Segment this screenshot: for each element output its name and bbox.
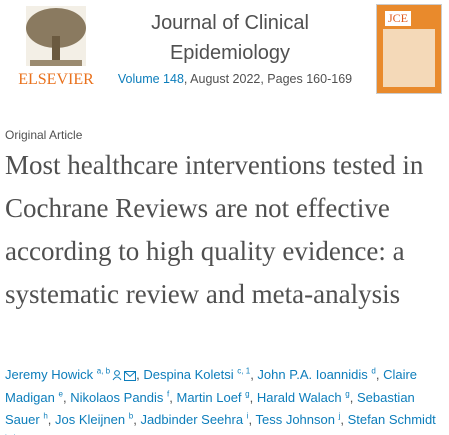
cover-label: JCE [385,11,412,26]
affiliation-ref[interactable]: b [128,411,134,421]
author-name[interactable]: Jos Kleijnen [55,411,126,427]
publisher-name: ELSEVIER [18,71,94,88]
affiliation-ref[interactable]: h [43,411,48,421]
author-name[interactable]: Despina Koletsi [143,367,234,383]
author: Jos Kleijnen b [55,412,140,427]
author-name[interactable]: Sebastian Sauer [5,389,415,427]
author: Stefan Schmidt k, l [5,412,436,435]
affiliation-ref[interactable]: g [245,389,250,399]
affiliation-ref[interactable]: k, l [5,434,15,435]
author-name[interactable]: Harald Walach [256,389,342,405]
author-name[interactable]: Jeremy Howick [5,367,94,383]
affiliation-ref[interactable]: g [345,389,350,399]
article-type: Original Article [5,128,83,142]
author-name[interactable]: Stefan Schmidt [347,411,436,427]
author-list: Jeremy Howick a, bDespina Koletsi c, 1Jo… [5,362,445,435]
affiliation-ref[interactable]: j [338,411,341,421]
person-icon[interactable] [112,370,122,381]
author-name[interactable]: Nikolaos Pandis [70,389,164,405]
affiliation-ref[interactable]: c, 1 [237,367,251,376]
author: Nikolaos Pandis f [70,389,176,405]
author: John P.A. Ioannidis d [257,367,383,382]
author: Tess Johnson j [255,412,347,427]
author: Martin Loef g [176,389,257,405]
affiliation-ref[interactable]: f [167,389,170,399]
author-name[interactable]: John P.A. Ioannidis [257,367,368,383]
author: Despina Koletsi c, 1 [143,367,257,382]
journal-title[interactable]: Journal of Clinical Epidemiology [151,12,309,64]
journal-cover[interactable]: JCE [376,4,442,94]
author-name[interactable]: Tess Johnson [255,411,335,427]
affiliation-ref[interactable]: i [246,411,249,421]
affiliation-ref[interactable]: d [371,367,376,376]
email-icon[interactable] [124,371,137,382]
author: Harald Walach g [256,389,357,405]
volume-link[interactable]: Volume 148 [117,72,184,86]
affiliation-ref[interactable]: a, b [96,367,111,376]
author: Jadbinder Seehra i [140,412,255,427]
publisher-logo[interactable]: ELSEVIER [4,2,108,94]
article-title: Most healthcare interventions tested in … [5,150,424,309]
volume-line: Volume 148, August 2022, Pages 160-169 [110,72,360,86]
author-name[interactable]: Claire Madigan [5,367,418,405]
author-name[interactable]: Martin Loef [176,389,242,405]
affiliation-ref[interactable]: e [58,389,63,399]
issue-pages: , August 2022, Pages 160-169 [183,72,353,86]
author: Jeremy Howick a, b [5,367,143,382]
author-name[interactable]: Jadbinder Seehra [140,411,244,427]
